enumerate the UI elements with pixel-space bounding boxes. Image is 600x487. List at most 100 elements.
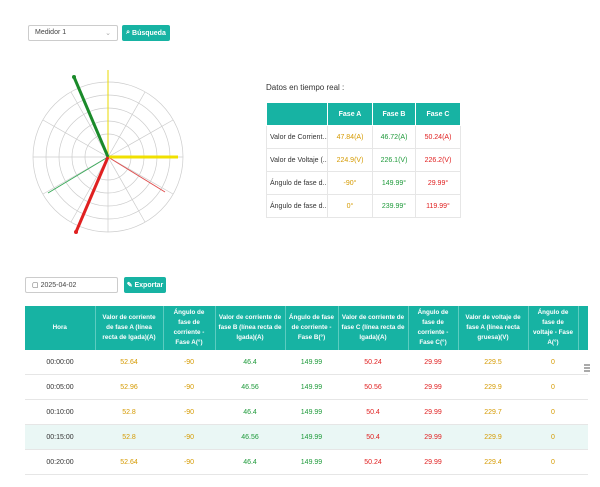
header-cell: Fase C [415, 102, 461, 126]
cell: 149.99 [285, 449, 338, 475]
cell: 29.99 [408, 374, 458, 400]
cell: Valor de Voltaje (... [266, 148, 328, 172]
cell: 149.99 [285, 399, 338, 425]
row: 00:05:00 52.96 -90 46.56 149.99 50.56 29.99 229… [25, 374, 588, 400]
row: 00:00:00 52.64 -90 46.4 149.99 50.24 29.99 229.… [25, 350, 588, 375]
header-cell: Valor de corriente de fase B (línea rect… [215, 306, 286, 350]
cell: 229.9 [458, 424, 528, 450]
cell: 50.24 [338, 449, 408, 475]
export-label: Exportar [134, 281, 164, 289]
cell: 29.99 [408, 449, 458, 475]
cell: 0° [327, 194, 373, 218]
export-button[interactable]: ✎ Exportar [124, 277, 166, 293]
cell: 0 [528, 374, 578, 400]
cell: 224.9(V) [327, 148, 373, 172]
phasor-diagram [32, 70, 184, 234]
cell: 226.2(V) [415, 148, 461, 172]
cell: -90 [163, 350, 215, 375]
cell [578, 424, 588, 450]
table-wrap: Hora Valor de corriente de fase A (línea … [25, 306, 588, 487]
header-cell: Ángulo de fase de corriente - Fase C(°) [408, 306, 459, 350]
cell: 229.7 [458, 399, 528, 425]
cell: 46.56 [215, 424, 285, 450]
cell: 0 [528, 350, 578, 375]
cell: 149.99 [285, 424, 338, 450]
cell: 00:15:00 [25, 424, 95, 450]
cell: Valor de Corrient... [266, 125, 328, 149]
cell: 226.1(V) [372, 148, 416, 172]
cell: 46.4 [215, 350, 285, 375]
cell: -90 [163, 374, 215, 400]
row: Valor de Corrient... 47.84(A) 46.72(A) 50.2… [266, 125, 461, 149]
cell: Ángulo de fase d... [266, 194, 328, 218]
header-cell: Fase A [327, 102, 373, 126]
header-cell: Va [578, 306, 588, 350]
search-label: Búsqueda [132, 29, 166, 37]
cell: 229.9 [458, 374, 528, 400]
cell: 50.24 [338, 350, 408, 375]
cell [578, 350, 588, 375]
row: Ángulo de fase d... 0° 239.99° 119.99° [266, 194, 461, 218]
cell: 29.99 [408, 424, 458, 450]
realtime-table: Fase A Fase B Fase C Valor de Corrient... 47… [266, 102, 461, 218]
cell: 52.64 [95, 350, 163, 375]
cell: 00:00:00 [25, 350, 95, 375]
header-cell [266, 102, 328, 126]
cell: 0 [528, 449, 578, 475]
header-cell: Ángulo de fase de corriente - Fase A(°) [163, 306, 216, 350]
data-table: Hora Valor de corriente de fase A (línea … [25, 306, 588, 475]
cell: 50.4 [338, 399, 408, 425]
header-cell: Fase B [372, 102, 416, 126]
cell [578, 399, 588, 425]
cell: 00:10:00 [25, 399, 95, 425]
cell: 50.24(A) [415, 125, 461, 149]
cell: 46.56 [215, 374, 285, 400]
header-cell: Ángulo de fase de corriente - Fase B(°) [285, 306, 339, 350]
meter-label: Medidor 1 [35, 29, 67, 36]
search-button[interactable]: ⌕ Búsqueda [122, 25, 170, 41]
scroll-icon [584, 364, 590, 372]
cell: 50.56 [338, 374, 408, 400]
cell: 46.4 [215, 399, 285, 425]
header-row: Fase A Fase B Fase C [266, 102, 461, 126]
header-cell: Valor de corriente de fase C (línea rect… [338, 306, 409, 350]
cell: 149.99 [285, 350, 338, 375]
cell: 149.99 [285, 374, 338, 400]
cell: 52.8 [95, 399, 163, 425]
cell: 52.8 [95, 424, 163, 450]
cell: 00:05:00 [25, 374, 95, 400]
cell: 46.4 [215, 449, 285, 475]
date-label: 2025-04-02 [40, 282, 77, 289]
cell: -90 [163, 399, 215, 425]
row: 00:15:00 52.8 -90 46.56 149.99 50.4 29.99 229.9… [25, 424, 588, 450]
cell: 119.99° [415, 194, 461, 218]
cell [578, 449, 588, 475]
row: 00:10:00 52.8 -90 46.4 149.99 50.4 29.99 229.7 0 [25, 399, 588, 425]
cell: -90 [163, 449, 215, 475]
row: Ángulo de fase d... -90° 149.99° 29.99° [266, 171, 461, 195]
cell: 0 [528, 399, 578, 425]
cell: 29.99° [415, 171, 461, 195]
cell: 29.99 [408, 350, 458, 375]
meter-select[interactable]: Medidor 1 ⌄ [28, 25, 118, 41]
cell: 229.5 [458, 350, 528, 375]
row: Valor de Voltaje (... 224.9(V) 226.1(V) 226… [266, 148, 461, 172]
realtime-title: Datos en tiempo real : [266, 83, 345, 92]
cell: 29.99 [408, 399, 458, 425]
header-cell: Valor de voltaje de fase A (línea recta … [458, 306, 529, 350]
cell: -90° [327, 171, 373, 195]
cell: 47.84(A) [327, 125, 373, 149]
cell: 52.64 [95, 449, 163, 475]
cell: 229.4 [458, 449, 528, 475]
row: 00:20:00 52.64 -90 46.4 149.99 50.24 29.99 229.… [25, 449, 588, 475]
cell: 149.99° [372, 171, 416, 195]
date-input[interactable]: ▢ 2025-04-02 [25, 277, 118, 293]
cell: 00:20:00 [25, 449, 95, 475]
cell: 239.99° [372, 194, 416, 218]
header-cell: Hora [25, 306, 96, 350]
cell: 50.4 [338, 424, 408, 450]
header-cell: Valor de corriente de fase A (línea rect… [95, 306, 164, 350]
cell: 0 [528, 424, 578, 450]
cell: Ángulo de fase d... [266, 171, 328, 195]
cell: 52.96 [95, 374, 163, 400]
